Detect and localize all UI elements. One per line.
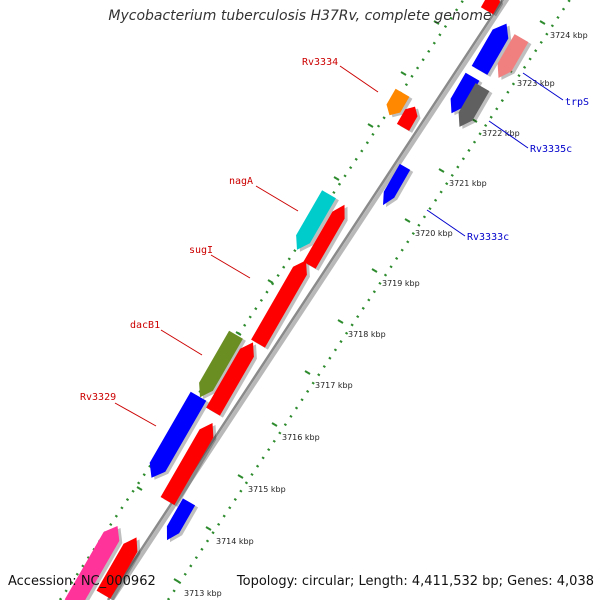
red-feature-sugI	[251, 260, 307, 348]
gray-feature-Rv3335c	[458, 83, 490, 127]
cyan-feature-nagA	[296, 190, 336, 250]
scale-tick-label: 3713 kbp	[184, 589, 222, 598]
blue-feature-Rv3329	[149, 391, 207, 478]
outer-tick-track	[58, 0, 465, 600]
gene-label-leader	[339, 65, 379, 93]
scale-tick-6	[371, 268, 378, 273]
gene-label-Rv3333c: Rv3333c	[467, 232, 509, 243]
gene-label-Rv3329: Rv3329	[80, 392, 116, 403]
genome-title: Mycobacterium tuberculosis H37Rv, comple…	[108, 8, 492, 24]
accession-text: Accession: NC_000962	[8, 574, 156, 589]
gene-label-leader	[522, 72, 564, 101]
gene-label-leader	[160, 329, 203, 356]
red-feature-dacB1	[206, 342, 254, 416]
scale-tick-label: 3723 kbp	[517, 79, 555, 88]
scale-tick-1	[205, 526, 212, 531]
gene-label-leader	[488, 120, 529, 149]
red-feature-bottom	[96, 537, 138, 599]
scale-tick-label: 3722 kbp	[482, 129, 520, 138]
outer-tick-1	[136, 486, 143, 491]
scale-tick-7	[404, 218, 411, 223]
blue-feature-trpS	[471, 23, 509, 75]
olive-feature-dacB1	[199, 330, 243, 398]
outer-tick-4	[235, 331, 242, 336]
scale-tick-5	[337, 319, 344, 324]
scale-tick-11	[539, 20, 546, 25]
gene-label-leader	[255, 185, 299, 212]
gene-label-Rv3335c: Rv3335c	[530, 144, 572, 155]
salmon-feature-trpS	[497, 34, 529, 78]
gene-label-sugI: sugI	[189, 245, 213, 256]
outer-tick-8	[367, 123, 374, 128]
gene-label-leader	[114, 402, 157, 427]
scale-tick-label: 3719 kbp	[382, 279, 420, 288]
gene-label-Rv3334: Rv3334	[302, 57, 338, 68]
gene-label-leader	[210, 254, 251, 279]
scale-tick-label: 3714 kbp	[216, 537, 254, 546]
scale-tick-0	[173, 578, 180, 583]
scale-tick-label: 3718 kbp	[348, 330, 386, 339]
red-feature-Rv3329	[160, 423, 214, 505]
outer-tick-9	[400, 71, 407, 76]
outer-tick-5	[267, 279, 274, 284]
blue-feature-bottom	[166, 498, 196, 541]
scale-tick-label: 3720 kbp	[415, 229, 453, 238]
outer-tick-10	[433, 20, 440, 25]
orange-feature-Rv3334	[386, 88, 410, 116]
scale-tick-label: 3716 kbp	[282, 433, 320, 442]
blue-feature-Rv3335c	[450, 72, 480, 114]
genome-backbone-shadow	[110, 0, 510, 600]
scale-tick-2	[237, 474, 244, 479]
topology-summary-text: Topology: circular; Length: 4,411,532 bp…	[236, 574, 594, 589]
gene-label-dacB1: dacB1	[130, 320, 160, 331]
scale-tick-label: 3717 kbp	[315, 381, 353, 390]
gene-label-leader	[426, 209, 466, 237]
red-feature-top	[480, 0, 501, 15]
gene-label-trpS: trpS	[565, 97, 589, 108]
outer-tick-7	[333, 176, 340, 181]
scale-tick-label: 3721 kbp	[449, 179, 487, 188]
pink-feature	[64, 526, 120, 600]
blue-feature-Rv3333c	[383, 163, 411, 206]
scale-tick-8	[438, 168, 445, 173]
scale-tick-label: 3724 kbp	[550, 31, 588, 40]
red-feature-nagA	[303, 204, 345, 269]
inner-tick-track	[166, 0, 572, 600]
scale-tick-4	[304, 370, 311, 375]
red-feature-Rv3334	[396, 106, 418, 131]
scale-tick-label: 3715 kbp	[248, 485, 286, 494]
scale-tick-3	[271, 422, 278, 427]
gene-label-nagA: nagA	[229, 176, 253, 187]
